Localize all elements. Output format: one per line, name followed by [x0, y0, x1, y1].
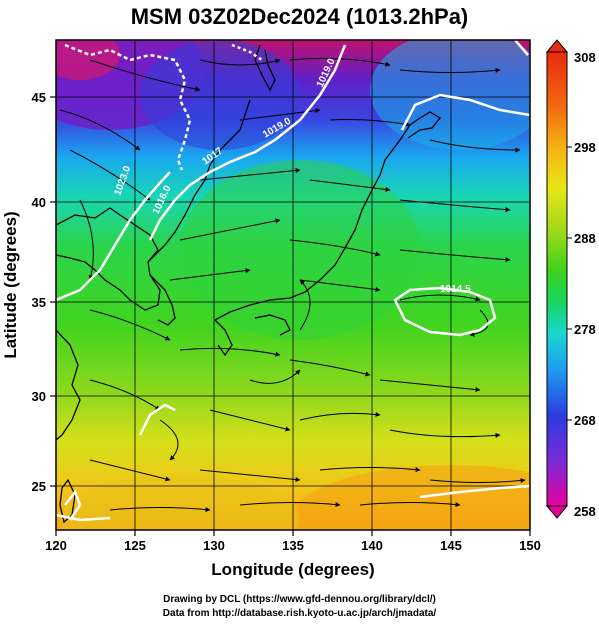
- credit-drawing: Drawing by DCL (https://www.gfd-dennou.o…: [163, 594, 436, 605]
- y-axis-title: Latitude (degrees): [1, 211, 20, 358]
- y-axis-ticks: [50, 96, 56, 487]
- y-tick-25: 25: [32, 479, 46, 494]
- colorbar-label-268: 268: [574, 413, 596, 428]
- colorbar-label-308: 308: [574, 50, 596, 65]
- isobars: [56, 40, 530, 522]
- x-axis-ticks: [55, 530, 531, 536]
- warm-air-patch-2: [60, 475, 300, 530]
- colorbar: [545, 39, 572, 519]
- colorbar-label-298: 298: [574, 140, 596, 155]
- x-tick-145: 145: [440, 538, 462, 553]
- mild-air-patch: [180, 160, 420, 340]
- coldest-air-patch: [56, 40, 120, 80]
- x-tick-130: 130: [203, 538, 225, 553]
- isobar-label-5: 1014.5: [440, 284, 471, 295]
- colorbar-label-288: 288: [574, 231, 596, 246]
- coastlines: [56, 44, 441, 524]
- colorbar-label-278: 278: [574, 322, 596, 337]
- colorbar-lower-arrow: [545, 505, 569, 519]
- y-tick-40: 40: [32, 195, 46, 210]
- y-tick-30: 30: [32, 389, 46, 404]
- credit-data-source: Data from http://database.rish.kyoto-u.a…: [162, 608, 437, 619]
- x-tick-140: 140: [361, 538, 383, 553]
- map-title: MSM 03Z02Dec2024 (1013.2hPa): [130, 4, 469, 29]
- colorbar-label-258: 258: [574, 504, 596, 519]
- cold-air-patch-2: [140, 40, 300, 150]
- colorbar-upper-arrow: [545, 39, 569, 53]
- colorbar-ramp: [546, 51, 568, 507]
- x-axis-title: Longitude (degrees): [211, 560, 374, 579]
- x-tick-125: 125: [124, 538, 146, 553]
- y-tick-45: 45: [32, 90, 46, 105]
- x-tick-120: 120: [45, 538, 67, 553]
- x-tick-150: 150: [519, 538, 541, 553]
- warm-air-patch: [290, 465, 530, 530]
- x-tick-135: 135: [282, 538, 304, 553]
- y-tick-35: 35: [32, 295, 46, 310]
